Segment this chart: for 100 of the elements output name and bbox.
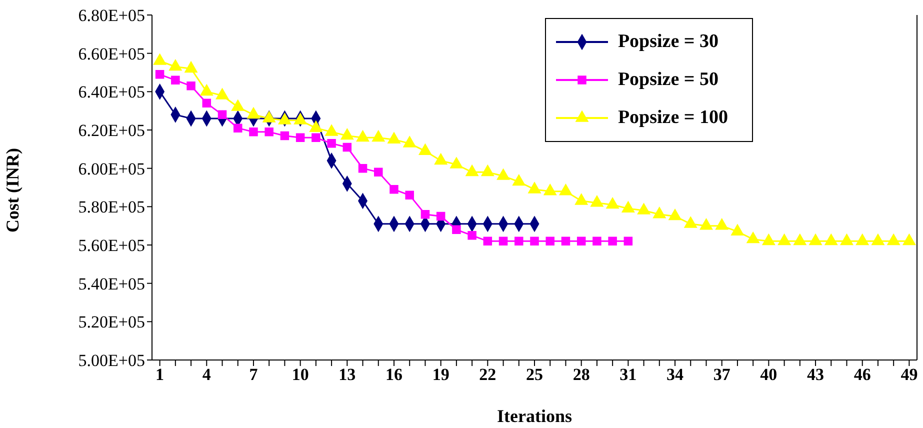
x-tick-label: 34: [666, 365, 684, 384]
point: [358, 164, 368, 173]
point: [574, 194, 588, 205]
point: [186, 82, 196, 90]
point: [294, 113, 307, 124]
point: [546, 236, 554, 246]
point: [592, 236, 602, 246]
point: [390, 185, 398, 194]
legend-label: Popsize = 100: [618, 107, 728, 129]
x-axis-title: Iterations: [497, 406, 572, 426]
x-tick-label: 28: [572, 365, 590, 384]
point: [512, 174, 526, 186]
point: [731, 224, 744, 236]
point: [418, 144, 432, 155]
x-tick-label: 40: [760, 365, 778, 384]
point: [794, 234, 806, 246]
point: [576, 236, 586, 246]
x-tick-label: 16: [385, 365, 402, 384]
point: [184, 61, 198, 73]
x-tick-label: 10: [292, 365, 309, 384]
y-tick-label: 6.60E+05: [78, 44, 145, 64]
point: [155, 70, 164, 79]
point: [514, 236, 524, 246]
point: [233, 124, 242, 132]
point: [746, 232, 760, 244]
point: [171, 76, 180, 85]
x-tick-label: 22: [479, 365, 496, 384]
point: [247, 107, 260, 119]
y-tick-label: 6.00E+05: [78, 159, 145, 178]
point: [590, 196, 604, 207]
point: [824, 234, 838, 246]
x-tick-label: 49: [900, 365, 918, 384]
point: [434, 153, 448, 165]
point: [202, 98, 212, 108]
point: [481, 164, 494, 176]
point: [684, 216, 698, 228]
point: [887, 234, 900, 246]
point: [450, 157, 463, 168]
point: [544, 184, 556, 196]
y-tick-label: 6.40E+05: [78, 82, 145, 102]
legend-label: Popsize = 30: [618, 31, 718, 53]
y-axis-title: Cost (INR): [2, 148, 22, 232]
point: [452, 225, 461, 234]
point: [637, 203, 650, 214]
x-tick-label: 1: [156, 365, 164, 384]
point: [856, 234, 869, 246]
x-tick-label: 13: [338, 365, 356, 384]
point: [498, 236, 508, 246]
point: [608, 236, 617, 246]
point: [809, 234, 822, 246]
point: [278, 113, 292, 124]
point: [561, 236, 570, 246]
point: [559, 184, 572, 196]
x-tick-label: 19: [432, 365, 450, 384]
x-tick-label: 4: [202, 365, 212, 384]
point: [624, 236, 633, 246]
point: [778, 234, 791, 246]
point: [372, 130, 385, 142]
point: [496, 168, 510, 180]
point: [262, 111, 276, 122]
point: [902, 234, 916, 246]
point: [310, 120, 322, 132]
point: [264, 128, 274, 136]
point: [653, 207, 666, 218]
point: [700, 218, 713, 230]
point: [342, 142, 352, 152]
point: [231, 100, 244, 111]
legend-label: Popsize = 50: [618, 69, 718, 91]
y-tick-label: 5.60E+05: [78, 236, 145, 256]
x-tick-label: 46: [854, 365, 871, 384]
point: [153, 54, 166, 65]
point: [403, 136, 416, 148]
point: [327, 139, 336, 148]
point: [436, 212, 446, 221]
y-tick-label: 5.00E+05: [78, 351, 145, 370]
point: [216, 88, 229, 100]
point: [528, 182, 541, 194]
y-tick-label: 5.80E+05: [78, 198, 145, 217]
point: [405, 190, 414, 200]
point: [325, 124, 338, 136]
x-tick-label: 37: [713, 365, 731, 384]
point: [249, 128, 258, 136]
point: [622, 201, 635, 212]
point: [280, 131, 290, 140]
x-tick-label: 43: [807, 365, 824, 384]
y-tick-label: 6.80E+05: [78, 6, 145, 26]
point: [530, 236, 539, 246]
y-tick-label: 5.20E+05: [78, 312, 145, 332]
point: [872, 234, 884, 246]
point: [388, 132, 400, 144]
point: [420, 210, 430, 219]
point: [200, 84, 214, 96]
point: [374, 168, 383, 177]
x-tick-label: 7: [249, 365, 258, 384]
point: [840, 234, 854, 246]
point: [715, 218, 728, 230]
point: [312, 133, 320, 142]
x-tick-label: 25: [526, 365, 543, 384]
y-tick-label: 5.40E+05: [78, 274, 145, 294]
point: [668, 208, 682, 220]
